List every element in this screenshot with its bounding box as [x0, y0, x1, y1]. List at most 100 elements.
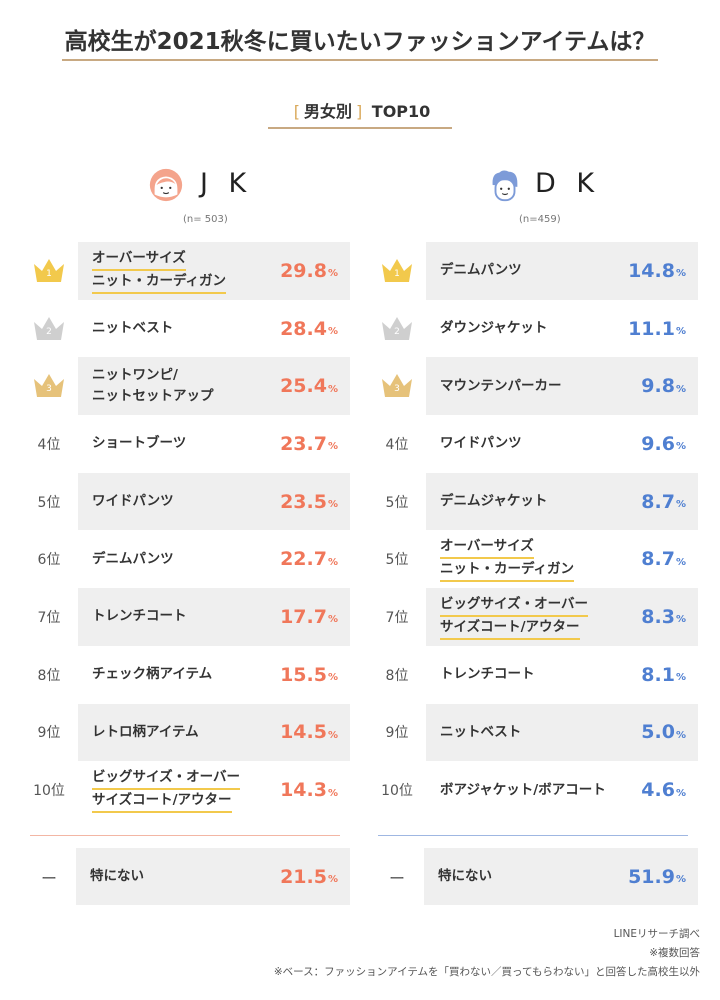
- crown-badge: 2: [380, 314, 414, 344]
- percent-unit: %: [675, 787, 686, 799]
- none-dash: ー: [40, 868, 57, 888]
- item-name-line: デニムパンツ: [92, 550, 174, 567]
- dk-sample-size: (n=459): [519, 214, 561, 225]
- item-name-line: ワイドパンツ: [440, 435, 522, 452]
- percent-value: 15.5%: [280, 646, 338, 704]
- percent-number: 8.7: [641, 490, 675, 513]
- crown-number: 1: [46, 268, 52, 279]
- ranking-row: 4位 ワイドパンツ 9.6%: [368, 415, 698, 473]
- percent-number: 14.8: [628, 259, 675, 282]
- crown-badge: 3: [32, 371, 66, 401]
- item-name-line: チェック柄アイテム: [92, 666, 213, 683]
- item-name-line: ボアジャケット/ボアコート: [440, 781, 606, 798]
- rank-label: 4位: [37, 436, 61, 453]
- percent-value: 14.3%: [280, 761, 338, 819]
- crown-number: 2: [394, 326, 400, 337]
- percent-number: 25.4: [280, 375, 327, 398]
- dk-ranking-list: 1 デニムパンツ 14.8% 2 ダウンジャケット 11.1% 3 マウンテンパーカー 9.8%…: [368, 242, 698, 819]
- item-name: チェック柄アイテム: [92, 646, 272, 704]
- item-name-line: レトロ柄アイテム: [92, 723, 199, 740]
- item-name-line: トレンチコート: [92, 608, 187, 625]
- percent-unit: %: [675, 326, 686, 338]
- item-name: トレンチコート: [440, 646, 620, 704]
- percent-number: 9.8: [641, 375, 675, 398]
- item-name: デニムパンツ: [440, 242, 620, 300]
- ranking-cell: チェック柄アイテム 15.5%: [78, 645, 350, 704]
- ranking-cell: ビッグサイズ・オーバー サイズコート/アウター 8.3%: [426, 588, 698, 646]
- girl-avatar-icon: [149, 168, 183, 202]
- item-name-line: トレンチコート: [440, 666, 535, 683]
- item-name-line: ビッグサイズ・オーバー: [440, 594, 588, 617]
- ranking-row: 5位 オーバーサイズ ニット・カーディガン 8.7%: [368, 530, 698, 589]
- subtitle: [男女別] TOP10: [0, 98, 720, 129]
- jk-header: J K (n= 503): [20, 160, 350, 230]
- item-name-line: サイズコート/アウター: [440, 617, 580, 640]
- percent-unit: %: [327, 499, 338, 511]
- item-name-line: オーバーサイズ: [92, 248, 186, 271]
- boy-avatar-icon: [492, 170, 518, 202]
- item-name: マウンテンパーカー: [440, 357, 620, 415]
- item-name: ビッグサイズ・オーバー サイズコート/アウター: [92, 761, 272, 819]
- percent-unit: %: [327, 326, 338, 338]
- rank-badge: 2: [20, 300, 78, 358]
- percent-value: 14.5%: [280, 704, 338, 762]
- jk-none-row: ー 特にない 21.5%: [20, 848, 350, 905]
- rank-badge: 1: [368, 242, 426, 300]
- dk-header: D K (n=459): [368, 160, 698, 230]
- percent-number: 17.7: [280, 605, 327, 628]
- ranking-cell: オーバーサイズ ニット・カーディガン 29.8%: [78, 242, 350, 300]
- rank-label: 7位: [37, 609, 61, 626]
- ranking-cell: ニットワンピ/ニットセットアップ 25.4%: [78, 357, 350, 416]
- rank-label: 10位: [33, 783, 65, 800]
- percent-value: 8.1%: [641, 646, 686, 704]
- title-rule: [62, 59, 658, 61]
- percent-value: 23.5%: [280, 473, 338, 531]
- percent-value: 8.7%: [641, 473, 686, 531]
- item-name: ニットワンピ/ニットセットアップ: [92, 357, 272, 415]
- rank-label: 10位: [381, 783, 413, 800]
- percent-unit: %: [327, 614, 338, 626]
- rank-label: 4位: [385, 436, 409, 453]
- item-name-line: マウンテンパーカー: [440, 377, 562, 394]
- percent-number: 28.4: [280, 317, 327, 340]
- rank-label: 5位: [385, 552, 409, 569]
- ranking-cell: ボアジャケット/ボアコート 4.6%: [426, 761, 698, 819]
- percent-unit: %: [675, 672, 686, 684]
- ranking-cell: マウンテンパーカー 9.8%: [426, 357, 698, 416]
- rank-label: 9位: [37, 725, 61, 742]
- ranking-cell: オーバーサイズ ニット・カーディガン 8.7%: [426, 530, 698, 589]
- item-name: ワイドパンツ: [92, 473, 272, 531]
- percent-number: 4.6: [641, 779, 675, 802]
- item-name: ニットベスト: [440, 704, 620, 762]
- percent-unit: %: [675, 556, 686, 568]
- jk-sample-size: (n= 503): [183, 214, 228, 225]
- rank-badge: 3: [20, 357, 78, 415]
- item-name-line: ビッグサイズ・オーバー: [92, 767, 240, 791]
- ranking-row: 2 ダウンジャケット 11.1%: [368, 299, 698, 358]
- ranking-cell: レトロ柄アイテム 14.5%: [78, 703, 350, 762]
- percent-value: 11.1%: [628, 300, 686, 358]
- subtitle-bracket-open: [: [293, 102, 300, 121]
- percent-value: 25.4%: [280, 357, 338, 415]
- ranking-cell: デニムジャケット 8.7%: [426, 472, 698, 531]
- none-dash: ー: [388, 868, 405, 888]
- percent-value: 22.7%: [280, 530, 338, 588]
- percent-number: 8.1: [641, 663, 675, 686]
- rank-label: 7位: [385, 609, 409, 626]
- ranking-cell: ニットベスト 28.4%: [78, 299, 350, 358]
- subtitle-rule: [268, 127, 452, 129]
- percent-unit: %: [327, 268, 338, 280]
- ranking-row: 7位 トレンチコート 17.7%: [20, 588, 350, 646]
- silver-crown-icon: [382, 316, 412, 340]
- item-name: ボアジャケット/ボアコート: [440, 761, 620, 819]
- ranking-row: 9位 ニットベスト 5.0%: [368, 703, 698, 762]
- ranking-cell: トレンチコート 17.7%: [78, 588, 350, 646]
- crown-badge: 1: [32, 256, 66, 286]
- ranking-cell: ワイドパンツ 23.5%: [78, 472, 350, 531]
- gold-crown-icon: [382, 258, 412, 282]
- ranking-row: 10位 ビッグサイズ・オーバー サイズコート/アウター 14.3%: [20, 761, 350, 819]
- ranking-row: 5位 デニムジャケット 8.7%: [368, 472, 698, 531]
- percent-number: 29.8: [280, 259, 327, 282]
- percent-unit: %: [327, 556, 338, 568]
- item-name-line: ニットセットアップ: [92, 388, 214, 405]
